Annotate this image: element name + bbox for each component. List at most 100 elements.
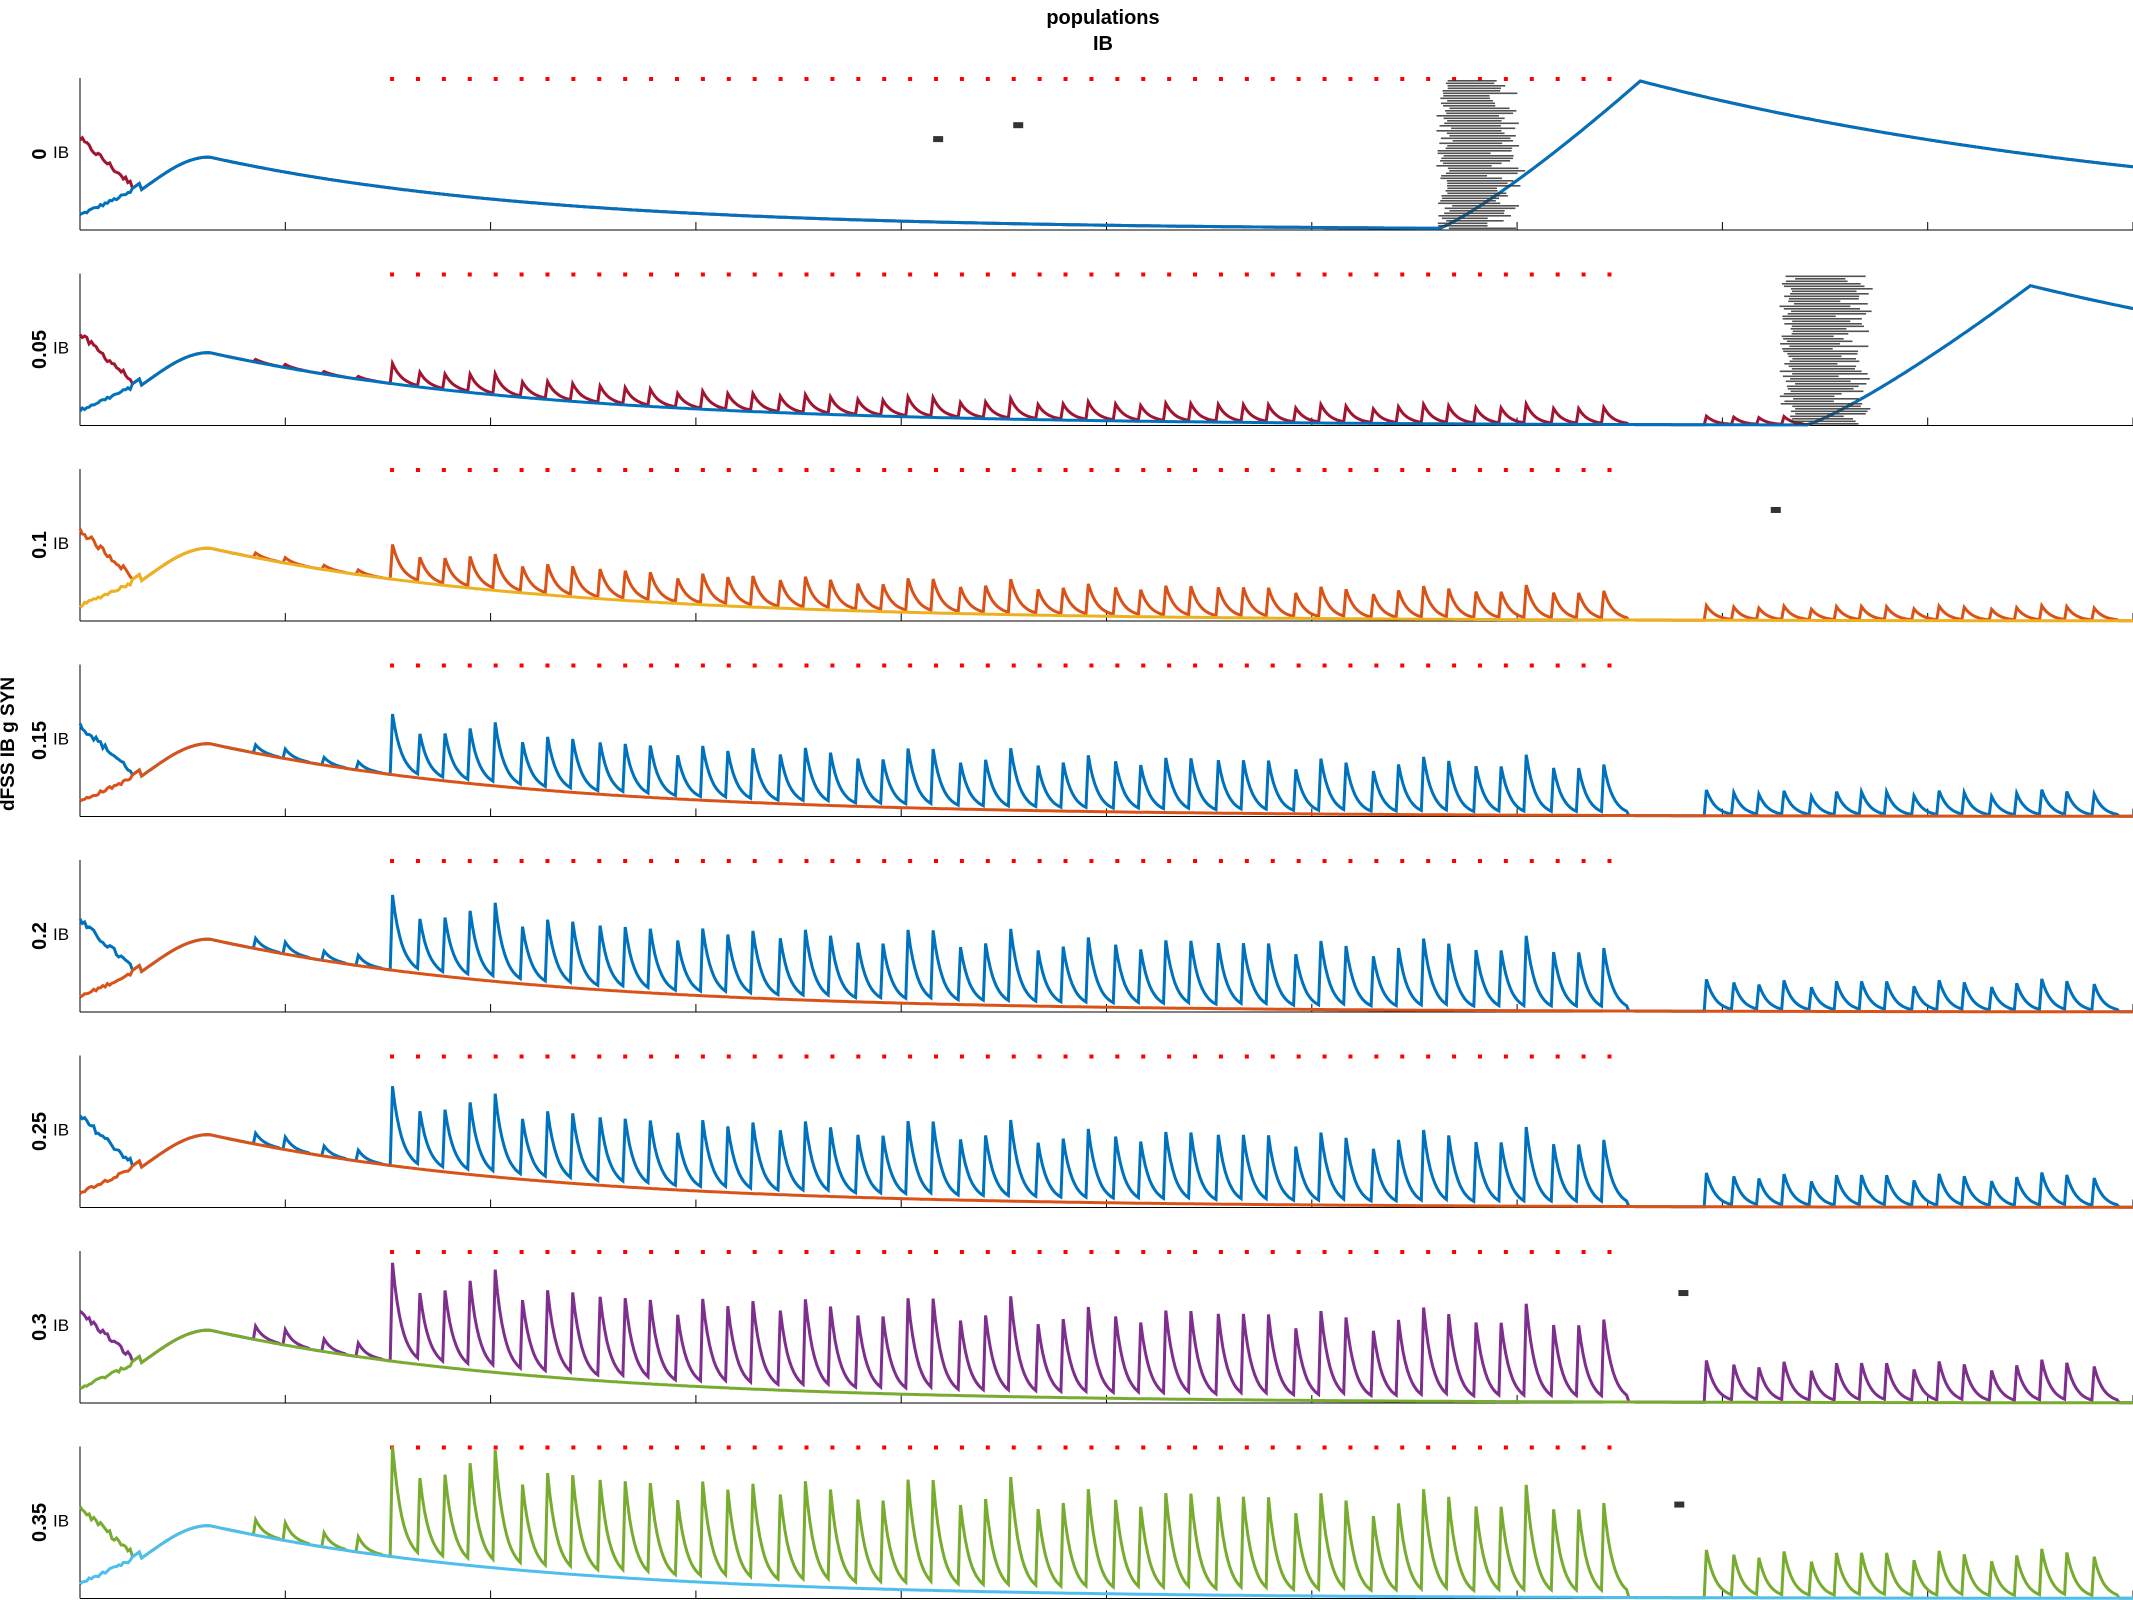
stimulus-marker (674, 272, 679, 277)
stimulus-marker (700, 663, 705, 668)
spike-raster-row (1780, 343, 1841, 345)
stimulus-marker (1452, 1054, 1457, 1059)
stimulus-marker (985, 468, 990, 472)
stimulus-marker (1089, 468, 1094, 472)
stimulus-marker (1244, 663, 1249, 668)
stimulus-marker (778, 468, 783, 472)
spike-raster-row (1444, 207, 1516, 210)
stimulus-marker (1607, 468, 1612, 472)
stimulus-marker (1244, 1250, 1249, 1254)
stimulus-marker (1089, 1054, 1094, 1059)
stimulus-marker (778, 1054, 783, 1059)
spike-raster-row (1786, 340, 1853, 343)
spike-raster-row (1447, 120, 1502, 122)
spike-raster-row (1785, 380, 1851, 383)
spike-raster-row (1445, 110, 1517, 112)
stimulus-marker (1011, 468, 1016, 472)
stimulus-marker (1167, 1054, 1172, 1059)
spike-raster-row (1446, 132, 1505, 135)
spike-raster-row (1444, 212, 1505, 215)
stimulus-marker (1141, 1250, 1146, 1254)
stimulus-marker (959, 468, 964, 472)
stimulus-marker (908, 77, 913, 81)
stimulus-marker (1555, 77, 1560, 81)
stimulus-marker (649, 859, 654, 863)
spike-raster-row (1790, 328, 1847, 330)
spike-raster-row (1784, 363, 1838, 365)
stimulus-marker (959, 1250, 964, 1254)
stimulus-marker (545, 663, 550, 668)
stimulus-marker (985, 1250, 990, 1254)
stimulus-marker (804, 1054, 809, 1059)
spike-raster-row (1446, 185, 1521, 187)
spike-mark (1013, 122, 1024, 129)
stimulus-marker (390, 663, 395, 668)
stimulus-marker (1063, 1054, 1068, 1059)
stimulus-marker (571, 77, 576, 81)
stimulus-marker (1270, 272, 1275, 277)
stimulus-marker (934, 663, 939, 668)
panel-1: 0.05 IB (29, 272, 2133, 427)
stimulus-marker (908, 468, 913, 472)
stimulus-marker (1452, 77, 1457, 81)
stimulus-marker (674, 663, 679, 668)
stimulus-marker (1218, 1250, 1223, 1254)
spike-raster-row (1785, 275, 1866, 278)
spike-raster-row (1789, 360, 1860, 363)
panel-5: 0.25 IB (29, 1054, 2133, 1209)
stimulus-marker (1322, 859, 1327, 863)
stimulus-marker (1141, 468, 1146, 472)
stimulus-marker (1477, 859, 1482, 863)
stimulus-marker (1426, 77, 1431, 81)
stimulus-marker (519, 272, 524, 277)
spike-raster-row (1441, 175, 1488, 177)
stimulus-marker (1322, 1250, 1327, 1254)
stimulus-marker (1063, 272, 1068, 277)
stimulus-marker (1581, 77, 1586, 81)
stimulus-marker (778, 1445, 783, 1450)
stimulus-marker (1426, 1054, 1431, 1059)
stimulus-marker (545, 859, 550, 863)
stimulus-marker (623, 1054, 628, 1059)
stimulus-marker (545, 77, 550, 81)
stimulus-marker (1063, 1445, 1068, 1450)
spike-raster-row (1792, 330, 1870, 333)
stimulus-marker (415, 1445, 420, 1450)
spike-raster-row (1447, 145, 1520, 147)
stimulus-marker (804, 468, 809, 472)
stimulus-marker (674, 77, 679, 81)
spike-raster-row (1449, 135, 1516, 137)
stimulus-marker (415, 859, 420, 863)
stimulus-marker (1193, 1054, 1198, 1059)
stimulus-marker (1115, 859, 1120, 863)
spike-raster-row (1793, 398, 1859, 400)
stimulus-marker (1477, 468, 1482, 472)
stimulus-marker (1348, 663, 1353, 668)
spike-raster-row (1445, 82, 1495, 85)
stimulus-marker (1555, 1445, 1560, 1450)
spike-raster-row (1795, 383, 1867, 385)
spike-raster-row (1787, 353, 1858, 355)
spike-raster-row (1445, 147, 1513, 150)
stimulus-marker (519, 663, 524, 668)
stimulus-marker (1089, 1445, 1094, 1450)
stimulus-marker (1503, 77, 1508, 81)
stimulus-marker (1011, 859, 1016, 863)
spike-raster-row (1794, 303, 1868, 305)
spike-raster-row (1784, 323, 1862, 325)
stimulus-marker (1063, 77, 1068, 81)
spike-raster-row (1437, 152, 1491, 155)
spike-raster-row (1445, 172, 1518, 175)
stimulus-marker (1193, 1445, 1198, 1450)
stimulus-marker (493, 1250, 498, 1254)
stimulus-marker (519, 1445, 524, 1450)
spike-raster-row (1786, 385, 1859, 388)
spike-raster-row (1782, 348, 1833, 350)
stimulus-marker (1477, 272, 1482, 277)
stimulus-marker (441, 1250, 446, 1254)
spike-raster-row (1439, 125, 1501, 127)
stimulus-marker (830, 1445, 835, 1450)
stimulus-marker (1452, 1250, 1457, 1254)
spike-raster-row (1447, 182, 1508, 185)
stimulus-marker (390, 1054, 395, 1059)
